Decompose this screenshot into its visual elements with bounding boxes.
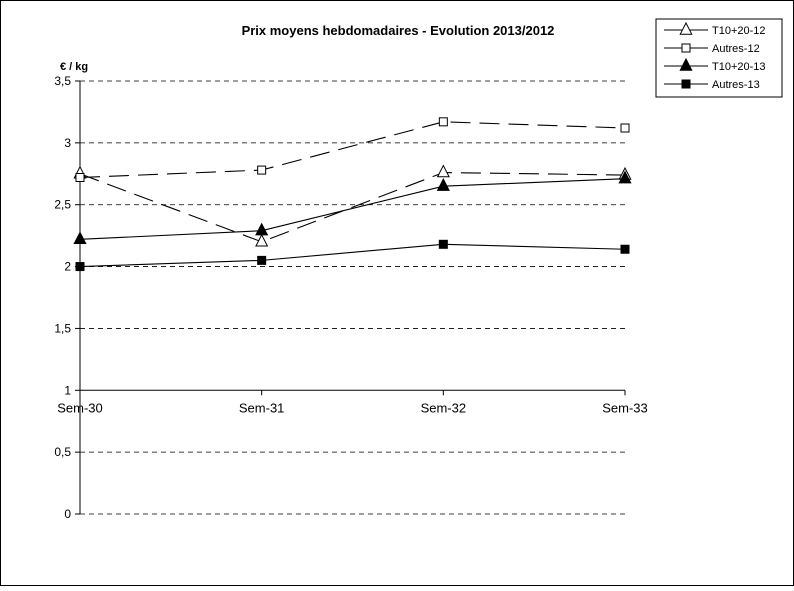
data-point xyxy=(75,262,85,272)
legend-label: T10+20-13 xyxy=(712,61,766,73)
y-axis-label: € / kg xyxy=(60,61,88,73)
series-3 xyxy=(75,239,630,272)
y-tick-label: 0 xyxy=(64,507,71,521)
y-tick-label: 1 xyxy=(64,383,71,397)
data-point xyxy=(438,239,448,249)
legend: T10+20-12 Autres-12 T10+20-13 Autres-13 xyxy=(655,18,783,98)
legend-marker xyxy=(681,43,691,53)
x-tick-label: Sem-33 xyxy=(602,400,648,415)
series-line-2 xyxy=(79,178,626,240)
legend-item-1: Autres-12 xyxy=(664,43,760,55)
y-tick-label: 2,5 xyxy=(54,198,71,212)
y-tick-label: 2 xyxy=(64,260,71,274)
axes: 0 0,5 1 1,5 2 2,5 3 3,5 Sem-30 Sem-31 Sem-32 Sem-33 xyxy=(54,74,647,521)
series-line-1 xyxy=(79,121,626,179)
data-point xyxy=(73,231,87,245)
legend-label: T10+20-12 xyxy=(712,25,766,37)
legend-item-2: T10+20-13 xyxy=(664,57,766,73)
series-line-0 xyxy=(79,171,626,243)
legend-marker xyxy=(679,57,693,71)
data-point xyxy=(438,117,448,127)
legend-marker xyxy=(681,79,691,89)
data-point xyxy=(620,123,630,133)
data-point xyxy=(436,164,450,178)
data-point xyxy=(75,172,85,182)
x-tick-label: Sem-30 xyxy=(57,400,103,415)
series-1 xyxy=(75,117,630,182)
data-point xyxy=(436,178,450,191)
y-tick-label: 3,5 xyxy=(54,74,71,88)
data-point xyxy=(255,233,269,247)
y-tick-label: 1,5 xyxy=(54,321,71,335)
x-tick-label: Sem-32 xyxy=(421,400,467,415)
data-point xyxy=(255,222,269,236)
legend-marker xyxy=(679,21,693,35)
data-point xyxy=(257,255,267,265)
series-2 xyxy=(73,170,632,245)
legend-label: Autres-13 xyxy=(712,79,760,91)
chart-title: Prix moyens hebdomadaires - Evolution 20… xyxy=(242,23,555,38)
data-point xyxy=(620,244,630,254)
gridlines xyxy=(80,80,625,515)
data-point xyxy=(257,165,267,175)
legend-item-3: Autres-13 xyxy=(664,79,760,91)
legend-label: Autres-12 xyxy=(712,43,760,55)
y-tick-label: 3 xyxy=(64,136,71,150)
series-layer xyxy=(73,117,632,272)
series-line-3 xyxy=(79,243,626,268)
legend-item-0: T10+20-12 xyxy=(664,21,766,37)
x-tick-label: Sem-31 xyxy=(239,400,285,415)
data-point xyxy=(618,170,632,184)
y-tick-label: 0,5 xyxy=(54,445,71,459)
